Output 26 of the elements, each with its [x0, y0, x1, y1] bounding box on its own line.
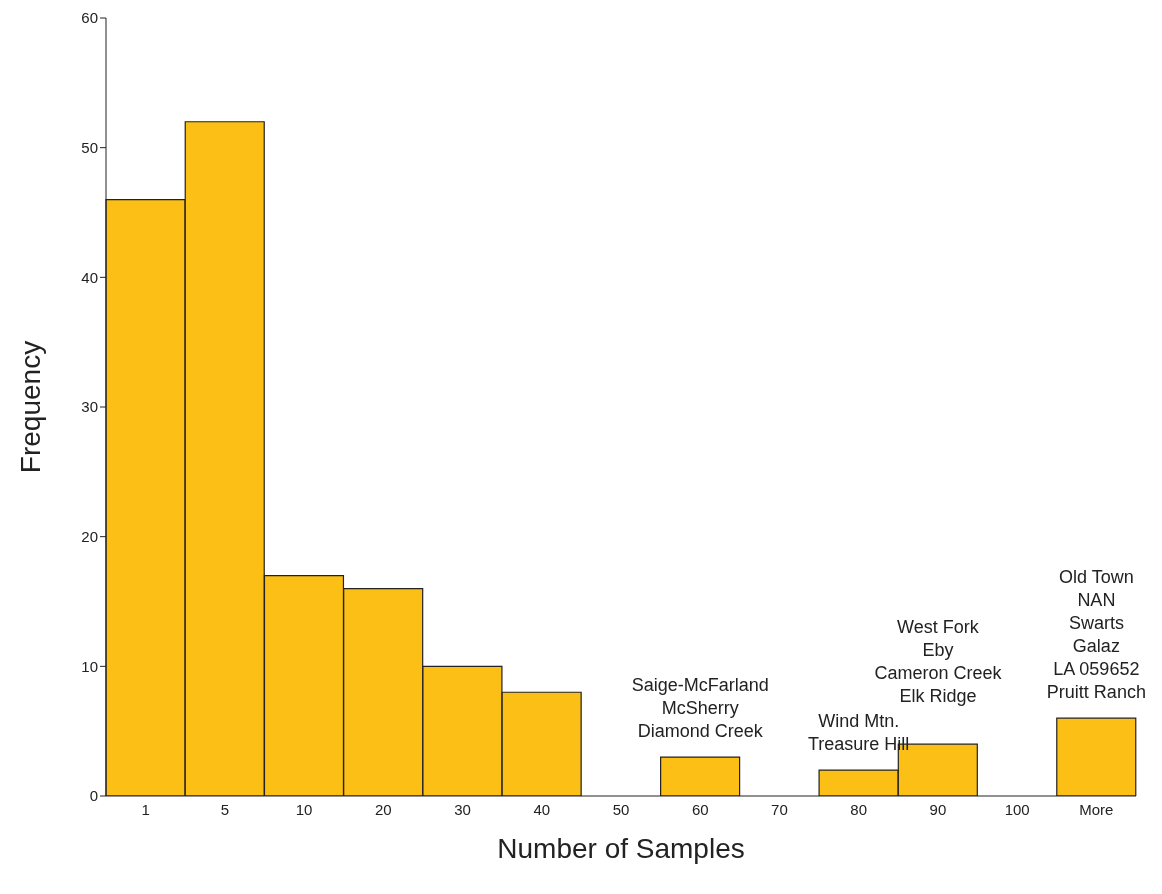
annotation: Wind Mtn. Treasure Hill [808, 711, 910, 755]
y-tick-label: 40 [81, 268, 98, 286]
x-tick-label: 70 [771, 800, 788, 818]
x-tick-label: 80 [850, 800, 868, 818]
y-axis-title: Frequency [14, 340, 46, 474]
x-tick-label: More [1079, 800, 1114, 818]
x-tick-label: 60 [691, 800, 709, 818]
x-tick-label: 30 [454, 800, 471, 818]
y-tick-label: 20 [81, 527, 98, 545]
x-tick-label: 20 [374, 800, 392, 818]
annotation: Old Town NAN Swarts Galaz LA 059652 Pruitt Ranch [1046, 567, 1146, 703]
annotation: West Fork Eby Cameron Creek Elk Ridge [874, 617, 1003, 707]
y-tick-label: 60 [81, 9, 98, 27]
y-tick-label: 50 [81, 138, 98, 156]
annotation: Saige-McFarland McSherry Diamond Creek [631, 675, 769, 742]
x-tick-label: 5 [220, 800, 230, 818]
x-tick-label: 90 [929, 800, 947, 818]
y-tick-label: 10 [81, 657, 98, 675]
x-tick-label: 1 [141, 800, 150, 818]
y-tick-label: 30 [81, 398, 98, 416]
x-tick-label: 50 [612, 800, 630, 818]
x-tick-label: 100 [1004, 800, 1030, 818]
x-axis-title: Number of Samples [497, 833, 745, 864]
y-tick-label: 0 [89, 787, 98, 805]
x-tick-label: 10 [295, 800, 313, 818]
x-tick-label: 40 [533, 800, 551, 818]
